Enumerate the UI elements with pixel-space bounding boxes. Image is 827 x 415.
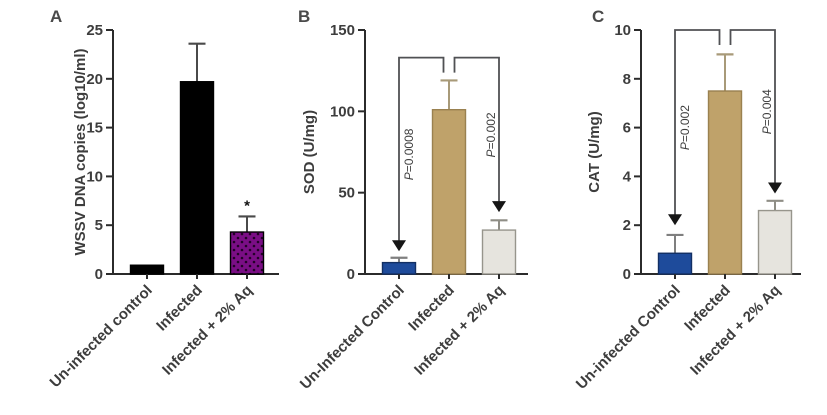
bar-2 xyxy=(707,90,743,275)
bar-2 xyxy=(179,81,215,275)
x-category-label: Un-infected Control xyxy=(573,282,684,393)
y-tick-label: 2 xyxy=(623,217,631,234)
p-value-label: P=0.002 xyxy=(678,105,692,150)
y-tick-label: 20 xyxy=(86,71,103,88)
bar-1 xyxy=(657,252,693,275)
y-tick-label: 0 xyxy=(95,266,103,283)
bracket-line xyxy=(453,56,500,203)
y-tick-label: 8 xyxy=(623,71,631,88)
down-arrowhead xyxy=(392,240,406,252)
y-tick-label: 10 xyxy=(614,22,631,39)
bar-2 xyxy=(431,109,467,275)
y-tick-label: 0 xyxy=(623,266,631,283)
panel-letter-A: A xyxy=(50,7,62,26)
panel-C: C 0 2 4 6 8 10 CAT (U/mg) Un-infected ControlInf… xyxy=(573,7,801,393)
y-tick-label: 150 xyxy=(330,22,355,39)
bar-3 xyxy=(481,229,517,275)
bar-1 xyxy=(129,264,165,275)
y-axis-title: CAT (U/mg) xyxy=(586,111,603,192)
down-arrowhead xyxy=(492,201,506,213)
comparison-bracket: P=0.0008 xyxy=(392,56,445,252)
y-tick-label: 50 xyxy=(338,185,355,202)
p-value-label: P=0.0008 xyxy=(402,128,416,180)
bar-3 xyxy=(229,231,265,275)
y-axis-title: SOD (U/mg) xyxy=(301,110,318,194)
y-tick-label: 100 xyxy=(330,103,355,120)
y-axis-title: WSSV DNA copies (log10/ml) xyxy=(72,49,89,256)
x-category-label: Infected + 2% Aq xyxy=(687,282,784,379)
y-tick-label: 15 xyxy=(86,120,103,137)
significance-asterisk: * xyxy=(244,197,250,214)
y-tick-label: 25 xyxy=(86,22,103,39)
x-category-label: Un-infected control xyxy=(47,282,156,391)
down-arrowhead xyxy=(768,182,782,194)
comparison-bracket: P=0.002 xyxy=(453,56,506,213)
comparison-bracket: P=0.002 xyxy=(668,29,721,226)
bracket-line xyxy=(398,56,445,242)
down-arrowhead xyxy=(668,214,682,226)
p-value-label: P=0.004 xyxy=(760,89,774,134)
p-value-label: P=0.002 xyxy=(484,112,498,157)
y-tick-label: 10 xyxy=(86,168,103,185)
bar-3 xyxy=(757,209,793,275)
bar-1 xyxy=(381,261,417,275)
x-category-label: Infected + 2% Aq xyxy=(411,282,508,379)
bracket-line xyxy=(729,29,776,184)
panel-A: A 0 5 10 15 20 25 WSSV DNA copies (log10/ml) Un-… xyxy=(47,7,279,391)
panel-B: B 0 50 100 150 SOD (U/mg) Un-Infected ControlI… xyxy=(297,7,528,393)
panel-letter-C: C xyxy=(592,7,604,26)
x-category-label: Infected + 2% Aq xyxy=(159,282,256,379)
comparison-bracket: P=0.004 xyxy=(729,29,782,194)
y-tick-label: 6 xyxy=(623,120,631,137)
bracket-line xyxy=(674,29,721,216)
x-category-label: Un-Infected Control xyxy=(297,282,408,393)
y-tick-label: 0 xyxy=(347,266,355,283)
y-tick-label: 4 xyxy=(623,168,632,185)
y-tick-label: 5 xyxy=(95,217,103,234)
panel-letter-B: B xyxy=(298,7,310,26)
